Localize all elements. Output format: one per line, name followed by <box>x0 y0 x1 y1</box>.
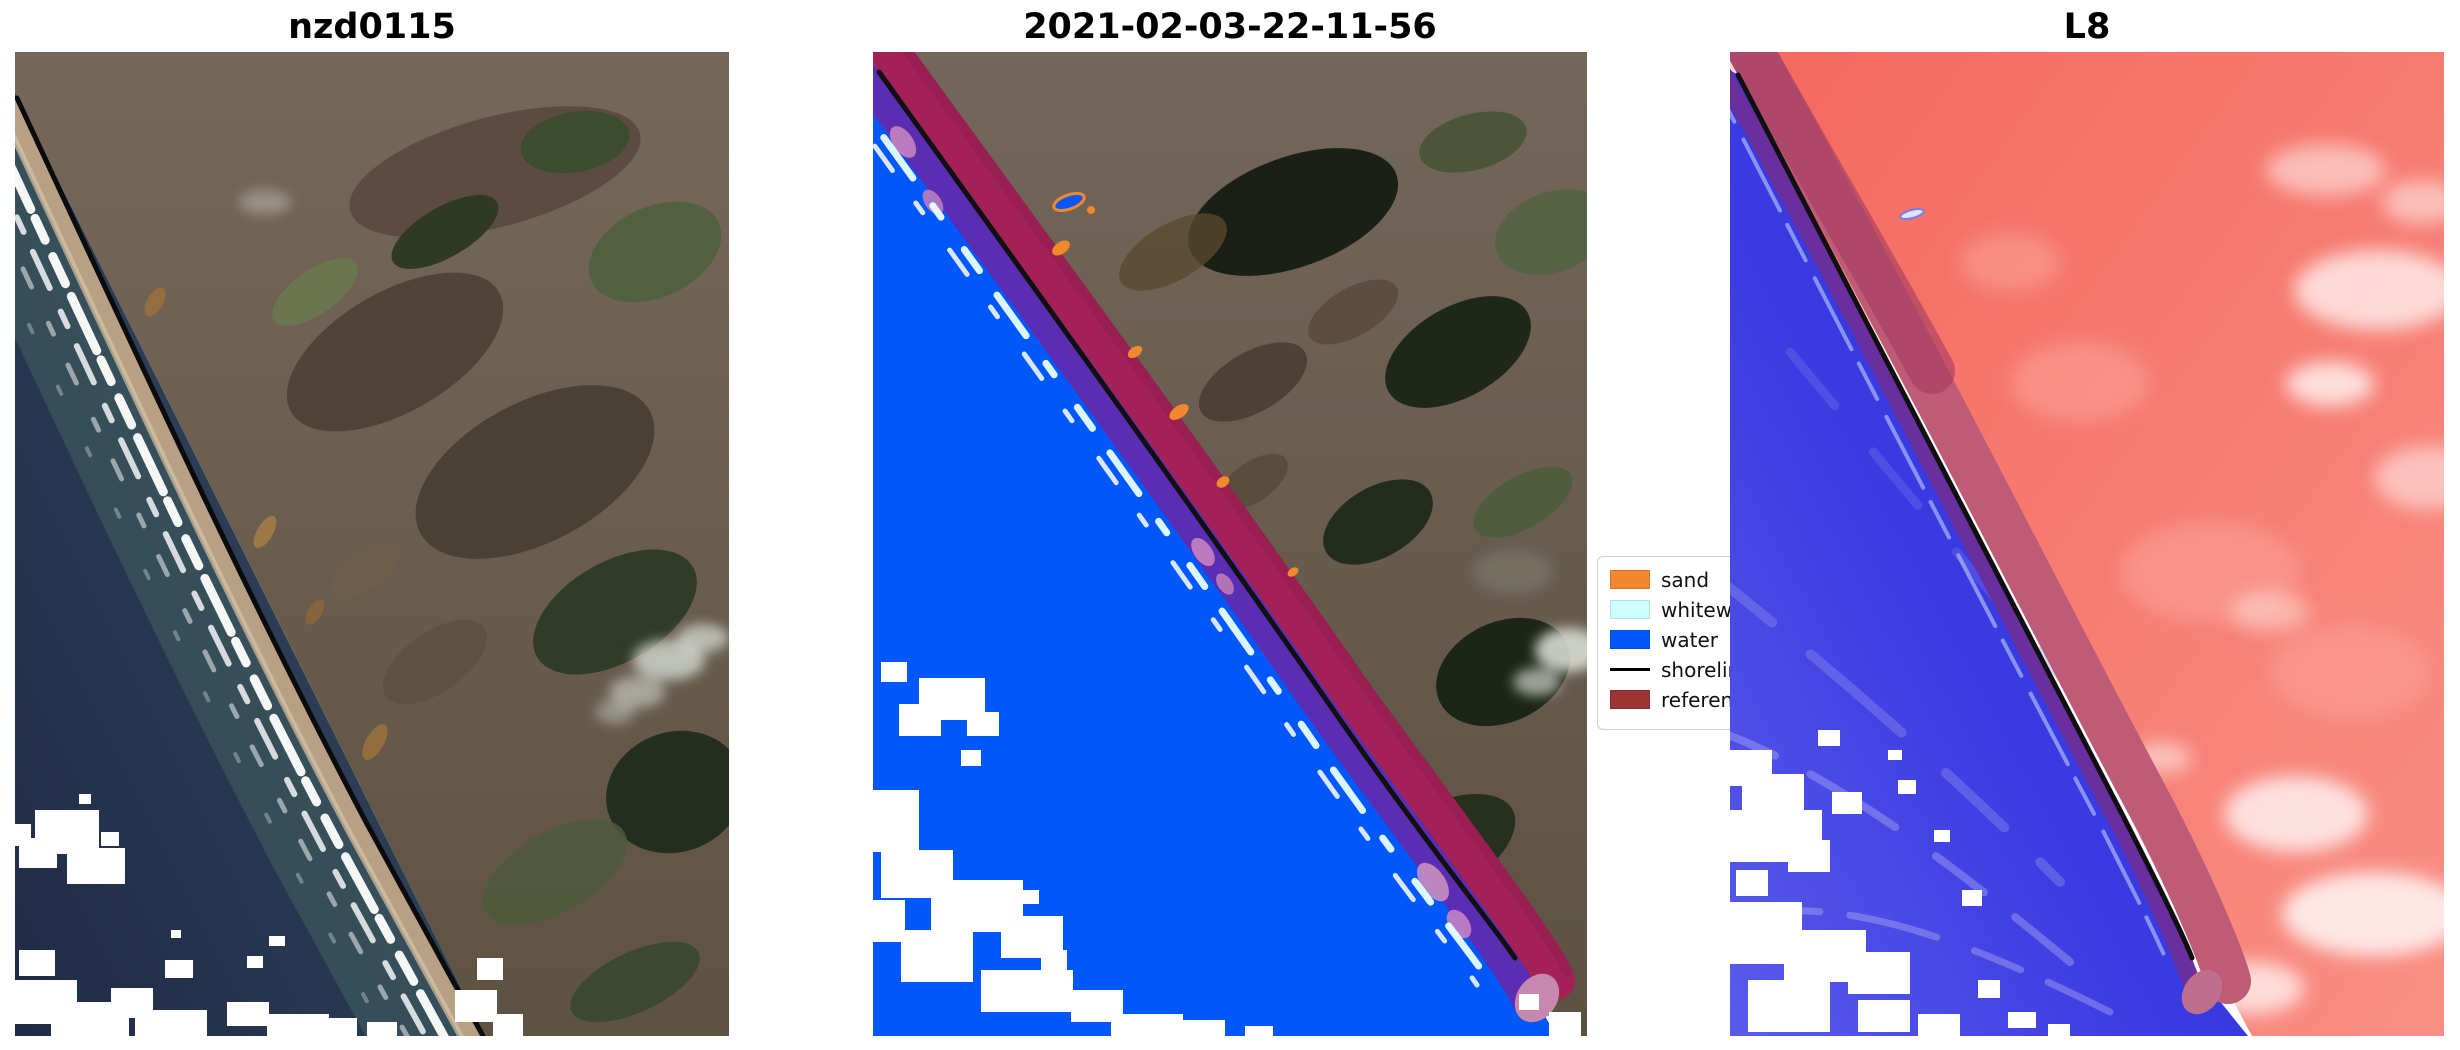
sand-class <box>1052 240 1299 577</box>
panel-2-title: 2021-02-03-22-11-56 <box>1023 7 1437 47</box>
legend-row-water: water <box>1610 627 1773 652</box>
satellite-image-false-color <box>1730 52 2444 1036</box>
panel-1-title: nzd0115 <box>288 7 456 47</box>
cloud-mask <box>1730 730 2070 1036</box>
reference-band <box>1730 52 2251 1015</box>
surf-whitewater <box>15 164 449 1036</box>
cloud-mask <box>873 662 1581 1036</box>
inland-lake <box>1899 208 1925 220</box>
whitewater-class <box>873 116 1491 988</box>
reference-swatch-icon <box>1610 690 1650 709</box>
water-swatch-icon <box>1610 630 1650 649</box>
whitewater-swatch-icon <box>1610 600 1650 619</box>
panel-nzd0115 <box>15 52 729 1036</box>
satellite-image-classified <box>873 52 1587 1036</box>
legend-row-sand: sand <box>1610 567 1773 592</box>
cloud-mask <box>15 794 523 1036</box>
legend-label-sand: sand <box>1661 567 1710 592</box>
beach-strip <box>15 98 483 1036</box>
shoreline-line <box>1735 72 2195 961</box>
inland-lake <box>1052 191 1095 214</box>
legend-label-water: water <box>1661 627 1718 652</box>
panel-3-title: L8 <box>2063 7 2111 47</box>
satellite-image-true-color <box>15 52 729 1036</box>
panel-l8 <box>1730 52 2444 1036</box>
haze-clouds <box>239 190 729 724</box>
shoreline-line <box>15 95 486 1036</box>
dune-patches <box>144 287 388 760</box>
ocean-area <box>15 92 485 1036</box>
shoreline-line <box>876 69 1518 961</box>
panel-classified <box>873 52 1587 1036</box>
land-area <box>15 52 729 1036</box>
haze-clouds <box>1473 550 1587 696</box>
reference-band <box>873 52 1575 1016</box>
shoreline-line-icon <box>1610 668 1650 671</box>
sand-swatch-icon <box>1610 570 1650 589</box>
